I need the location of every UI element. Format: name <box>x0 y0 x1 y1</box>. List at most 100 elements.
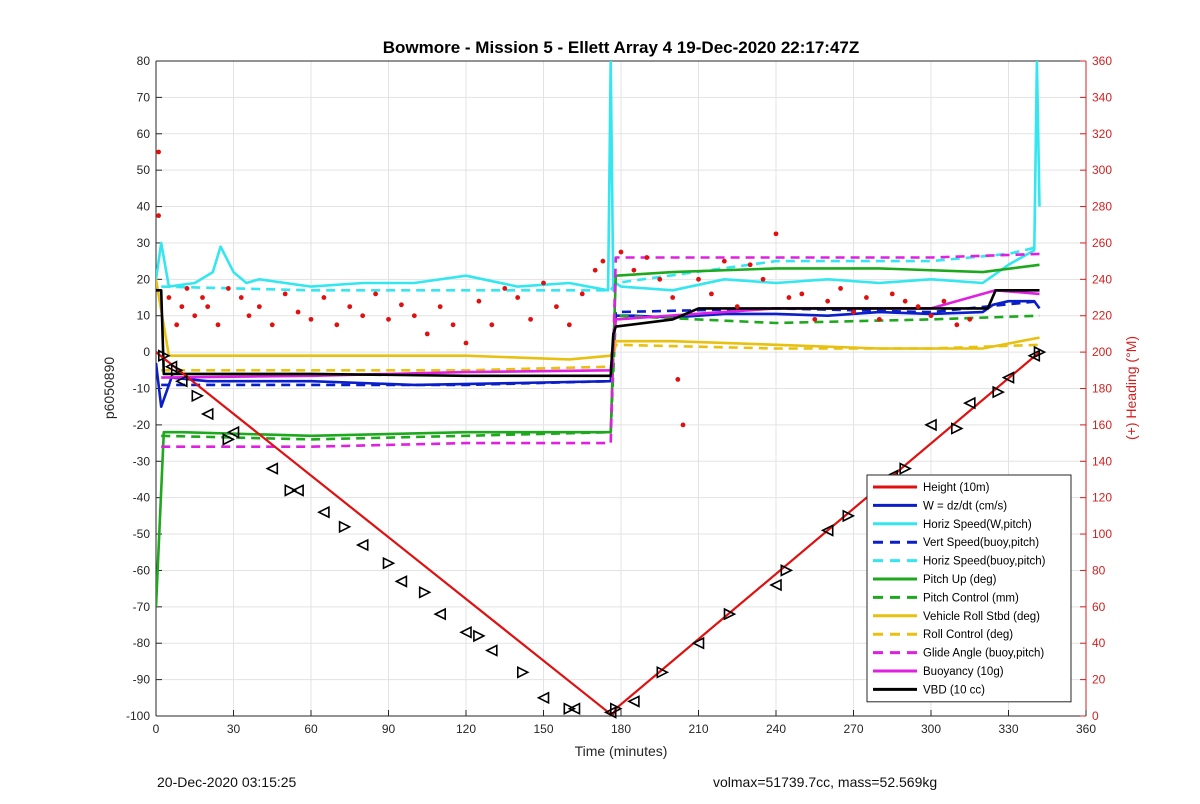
heading-point <box>256 304 262 310</box>
y2-tick-label: 20 <box>1092 673 1106 687</box>
heading-point <box>489 322 495 328</box>
y-tick-label: -30 <box>133 454 151 468</box>
y2-tick-label: 0 <box>1092 709 1099 723</box>
y2-tick-label: 220 <box>1092 309 1112 323</box>
dive-marker <box>433 607 447 621</box>
heading-point <box>373 291 378 297</box>
climb-marker <box>338 520 352 534</box>
y2-tick-label: 60 <box>1092 600 1106 614</box>
y2-axis-label: (+) Heading (°M) <box>1123 336 1139 440</box>
heading-point <box>528 316 533 322</box>
x-tick-label: 150 <box>533 722 553 736</box>
heading-point <box>657 276 663 282</box>
heading-point <box>205 304 211 310</box>
climb-marker <box>723 607 737 621</box>
series-line-horiz-speed-w-pitch <box>156 61 1041 292</box>
heading-point <box>554 304 559 310</box>
dive-marker <box>459 626 472 639</box>
x-tick-label: 30 <box>227 722 241 736</box>
y2-tick-label: 240 <box>1092 272 1112 286</box>
heading-point <box>670 295 676 300</box>
climb-marker <box>284 484 298 497</box>
dive-marker <box>355 538 369 552</box>
legend-label: Buoyancy (10g) <box>923 666 1004 678</box>
y-tick-label: -20 <box>133 418 151 432</box>
heading-point <box>799 291 805 297</box>
x-tick-label: 120 <box>456 722 476 736</box>
heading-point <box>200 295 205 300</box>
heading-point <box>184 286 190 291</box>
heading-point <box>411 313 417 319</box>
y-tick-label: 10 <box>137 309 151 323</box>
heading-point <box>592 267 598 273</box>
dive-marker <box>485 644 498 657</box>
climb-marker <box>1033 345 1047 359</box>
dive-marker <box>567 702 581 715</box>
climb-marker <box>609 702 623 715</box>
y2-tick-label: 40 <box>1092 636 1106 650</box>
climb-marker <box>382 556 396 570</box>
dive-marker <box>317 505 330 519</box>
heading-point <box>502 286 508 291</box>
chart-title: Bowmore - Mission 5 - Ellett Array 4 19-… <box>383 38 860 57</box>
dive-marker <box>265 462 279 475</box>
footer-stats: volmax=51739.7cc, mass=52.569kg <box>713 774 938 790</box>
heading-point <box>618 249 624 255</box>
heading-point <box>600 258 606 264</box>
legend: Height (10m) W = dz/dt (cm/s) Horiz Speed(… <box>866 474 1072 703</box>
x-tick-label: 240 <box>766 722 786 736</box>
climb-marker <box>158 349 171 362</box>
y-tick-label: 40 <box>137 200 151 214</box>
y2-tick-label: 100 <box>1092 527 1112 541</box>
heading-point <box>675 377 681 382</box>
heading-point <box>246 313 252 319</box>
heading-point <box>215 322 221 328</box>
climb-marker <box>418 586 432 599</box>
x-tick-label: 330 <box>998 722 1018 736</box>
heading-point <box>709 291 714 297</box>
heading-point <box>308 316 314 322</box>
heading-point <box>282 291 288 297</box>
series-line-pitch-control-mm <box>161 314 1040 441</box>
heading-point <box>644 255 650 260</box>
heading-point <box>851 309 856 315</box>
y-tick-label: -10 <box>133 382 151 396</box>
y-tick-label: -80 <box>133 636 151 650</box>
plot-axes: 0 30 60 90 120 150 180 210 240 270 300 330 360807060… <box>126 54 1112 736</box>
legend-label: Glide Angle (buoy,pitch) <box>923 648 1044 660</box>
x-tick-label: 0 <box>153 722 160 736</box>
heading-point <box>156 213 161 219</box>
y-tick-label: -40 <box>133 491 151 505</box>
heading-point <box>696 276 701 282</box>
x-tick-label: 60 <box>304 722 318 736</box>
heading-point <box>721 258 727 264</box>
heading-point <box>347 304 353 310</box>
dive-marker <box>394 575 408 588</box>
y-tick-label: 60 <box>137 127 151 141</box>
y-tick-label: -50 <box>133 527 151 541</box>
heading-point <box>812 316 818 322</box>
dive-marker <box>291 484 304 497</box>
heading-point <box>864 295 869 300</box>
y2-tick-label: 160 <box>1092 418 1112 432</box>
y2-tick-label: 340 <box>1092 90 1112 104</box>
y2-tick-label: 140 <box>1092 454 1112 468</box>
series-line-w-dz-dt-cm-s <box>156 299 1041 409</box>
heading-point <box>928 313 934 319</box>
heading-point <box>786 295 792 300</box>
heading-point <box>179 304 185 310</box>
climb-marker <box>170 364 184 377</box>
heading-point <box>747 262 753 268</box>
heading-point <box>166 295 172 300</box>
legend-label: VBD (10 cc) <box>923 684 985 696</box>
heading-point <box>476 298 482 304</box>
heading-point <box>424 331 430 337</box>
heading-point <box>238 295 244 300</box>
series-line-height-10m <box>156 351 1041 716</box>
dive-marker <box>1001 371 1015 384</box>
dive-marker <box>820 524 834 537</box>
y-tick-label: -60 <box>133 563 151 577</box>
heading-point <box>773 231 779 237</box>
dive-marker <box>200 407 214 421</box>
climb-marker <box>191 389 205 403</box>
